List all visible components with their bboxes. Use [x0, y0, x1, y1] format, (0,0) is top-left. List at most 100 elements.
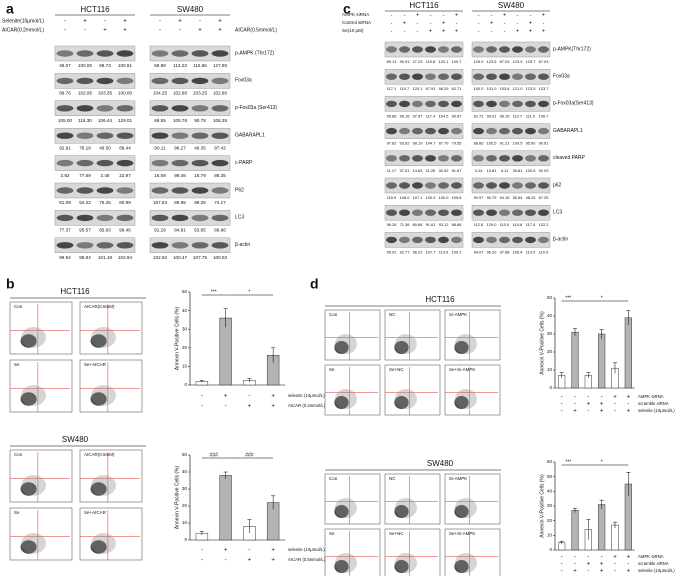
densitometry: 120.1	[439, 59, 449, 64]
sign: -	[561, 562, 563, 568]
cell-line: HCT116	[409, 1, 439, 10]
cell-cluster	[334, 396, 349, 409]
sign: +	[587, 562, 591, 568]
blot-band	[425, 182, 436, 189]
densitometry: 97.88	[500, 249, 510, 254]
sign: +	[529, 20, 532, 26]
densitometry: 90.79	[487, 195, 497, 200]
blot-band	[425, 209, 436, 216]
treatment-name: selenite (10μmol/L)	[638, 568, 675, 573]
blot-band	[425, 46, 436, 53]
sign: +	[600, 409, 604, 415]
blot-strip	[54, 100, 136, 117]
densitometry: 99.87	[452, 113, 462, 118]
densitometry: 123.9	[513, 59, 523, 64]
blot-strip	[149, 127, 231, 144]
blot-strip	[384, 204, 464, 221]
blot-band	[211, 132, 229, 139]
sign: -	[391, 12, 393, 18]
sign: -	[601, 555, 603, 561]
blot-label: LC3	[235, 215, 244, 221]
blot-band	[191, 132, 209, 139]
blot-band	[438, 236, 449, 244]
blot-label: GABARAPL1	[235, 133, 265, 139]
y-tick-label: 40	[547, 489, 553, 494]
sign: -	[561, 569, 563, 575]
sign: -	[491, 12, 493, 18]
sign: -	[248, 394, 250, 400]
sign: +	[271, 394, 275, 400]
cell-cluster	[91, 384, 116, 406]
sign: +	[248, 404, 252, 410]
densitometry: 90.97	[474, 195, 484, 200]
cell-cluster	[394, 553, 417, 573]
densitometry: 18.79	[194, 173, 206, 178]
blot-band	[116, 187, 134, 194]
blot-band	[512, 127, 523, 135]
plot-label: NC	[389, 312, 396, 317]
blot-label: LC3	[553, 210, 562, 216]
sign: -	[159, 28, 161, 34]
densitometry: 77.37	[59, 228, 71, 233]
densitometry: 37.01	[400, 168, 410, 173]
treatment-name: selenite (10μmol/L)	[288, 547, 325, 552]
sign: -	[443, 12, 445, 18]
densitometry: 97.87	[413, 113, 423, 118]
blot-band	[412, 46, 423, 53]
blot-band	[386, 182, 397, 189]
sign: +	[455, 12, 458, 18]
blot-band	[386, 46, 397, 53]
blot-band	[151, 159, 169, 167]
cell-cluster	[334, 341, 349, 354]
sign: +	[442, 28, 445, 34]
densitometry: 122.2	[539, 222, 549, 227]
cell-cluster	[454, 560, 469, 573]
densitometry: 39.81	[513, 168, 523, 173]
sign: -	[627, 562, 629, 568]
sign: -	[84, 28, 86, 34]
blot-strip	[384, 232, 464, 248]
sign: -	[64, 19, 66, 25]
blot-band	[538, 155, 549, 162]
blot-band	[56, 187, 74, 194]
cell-cluster	[334, 560, 349, 573]
treatment-name: AMPK siRNA	[638, 554, 664, 559]
blot-band	[438, 209, 449, 216]
sign: +	[529, 28, 532, 34]
sign: -	[417, 28, 419, 34]
densitometry: 11.17	[387, 168, 396, 173]
densitometry: 101.0	[487, 86, 498, 91]
blot-label: p-Fox03a(Ser413)	[553, 101, 594, 107]
blot-band	[512, 73, 523, 80]
treatment-name: AICAR (0.2mmol/L)	[288, 403, 326, 408]
densitometry: 97.82	[387, 141, 397, 146]
densitometry: 94.15	[500, 195, 510, 200]
densitometry: 105.76	[173, 118, 187, 123]
densitometry: 69.55	[154, 118, 166, 123]
flow-plot	[324, 364, 381, 416]
densitometry: 91.67	[452, 168, 462, 173]
densitometry: 99.48	[174, 173, 186, 178]
sign: -	[430, 12, 432, 18]
cell-cluster	[454, 334, 477, 354]
densitometry: 4.11	[501, 168, 508, 173]
plot-label: Se+NC	[389, 367, 404, 372]
blot-strip	[54, 182, 136, 199]
y-tick-label: 30	[547, 331, 553, 336]
plot-label: Con	[14, 452, 23, 457]
cell-cluster	[454, 498, 477, 518]
densitometry: 84.81	[174, 228, 186, 233]
bar	[611, 524, 619, 551]
densitometry: 111.0	[526, 113, 536, 118]
blot-band	[76, 187, 94, 194]
densitometry: 105.5	[487, 141, 497, 146]
y-tick-label: 30	[182, 326, 188, 331]
densitometry: 129.0	[474, 59, 485, 64]
densitometry: 129.0	[487, 222, 498, 227]
cell-cluster	[454, 553, 477, 573]
blot-band	[399, 209, 410, 216]
densitometry: 22.97	[119, 173, 131, 178]
cell-line: SW480	[177, 5, 204, 14]
densitometry: 16.09	[154, 173, 166, 178]
sign: -	[491, 28, 493, 34]
